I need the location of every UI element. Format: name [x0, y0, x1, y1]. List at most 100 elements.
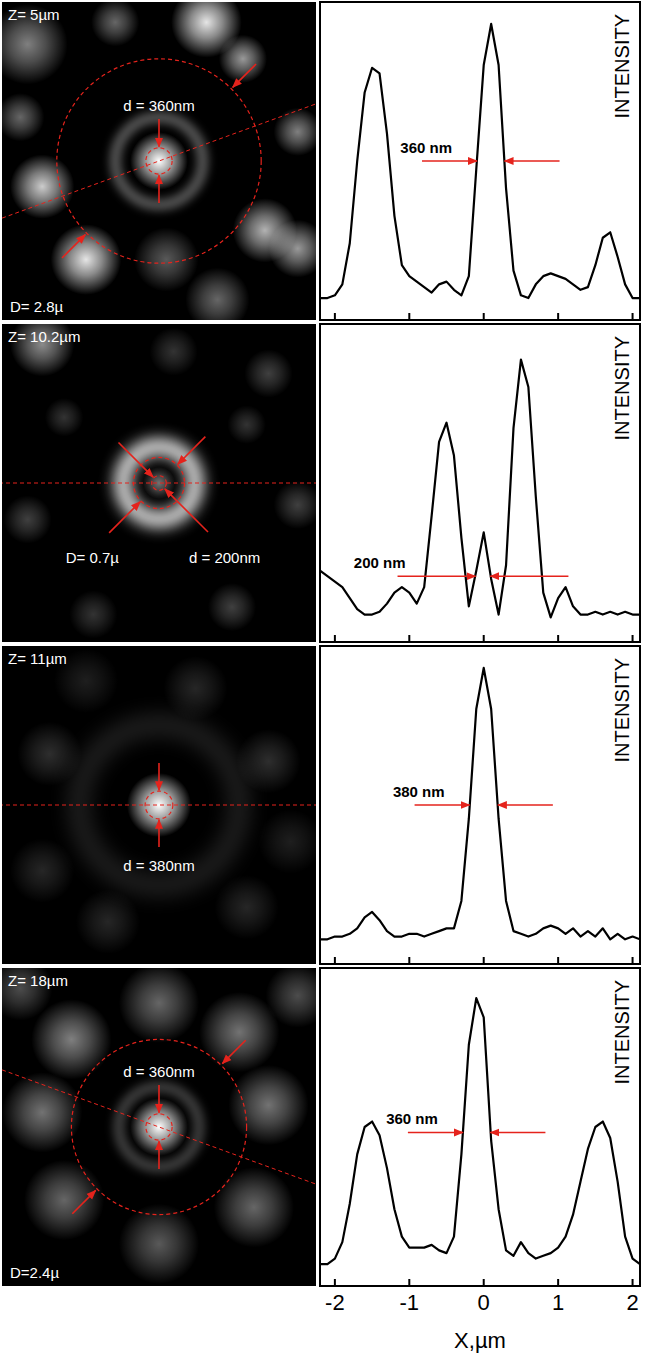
- chart: INTENSITY 380 nm: [320, 646, 640, 964]
- spot: [2, 4, 68, 84]
- x-tick-label: 1: [552, 1290, 564, 1315]
- arrow: [498, 804, 553, 806]
- spot: [228, 1065, 308, 1145]
- marks: [320, 360, 640, 618]
- x-tick: [483, 957, 485, 964]
- x-tick: [557, 1279, 559, 1286]
- image-content: [2, 968, 316, 1286]
- chart: INTENSITY200 nm: [320, 324, 640, 642]
- marks: [320, 668, 640, 939]
- spot: [150, 328, 198, 376]
- cut-line: [2, 483, 316, 484]
- image-label: D= 2.8µ: [10, 298, 64, 315]
- spot: [236, 729, 300, 793]
- spot: [51, 224, 122, 295]
- spot: [76, 890, 140, 954]
- arrow: [158, 1141, 160, 1169]
- spot: [227, 405, 266, 444]
- image-content: [2, 2, 316, 320]
- image-label: D=2.4µ: [10, 1264, 59, 1281]
- spot: [266, 968, 316, 1028]
- figure: d = 360nmD= 2.8µZ= 5µmD= 0.7µd = 200nmZ=…: [0, 0, 647, 1369]
- spot: [214, 875, 278, 939]
- arrow: [398, 575, 476, 577]
- arrow: [422, 160, 477, 162]
- fwhm-label: 200 nm: [354, 554, 406, 571]
- measure-circle: [146, 1114, 172, 1140]
- x-tick: [483, 635, 485, 642]
- x-tick: [408, 957, 410, 964]
- arrow: [158, 1085, 160, 1113]
- plot-frame: [320, 646, 640, 964]
- spot: [269, 220, 316, 278]
- cut-line: [2, 1024, 316, 1229]
- plot-frame: [320, 324, 640, 642]
- arrow: [158, 763, 160, 790]
- spot: [185, 268, 249, 320]
- x-tick: [408, 635, 410, 642]
- arrow: [233, 64, 256, 87]
- chart: INTENSITY 360 nm: [320, 2, 640, 320]
- spot: [24, 1160, 104, 1240]
- y-axis-title: INTENSITY: [611, 980, 633, 1084]
- x-tick: [334, 635, 336, 642]
- x-tick-label: 2: [626, 1290, 638, 1315]
- profile-line: [320, 668, 640, 939]
- arrow: [178, 437, 206, 465]
- cut-line: [2, 58, 316, 263]
- x-tick: [483, 313, 485, 320]
- marks: [320, 24, 640, 298]
- image-label: Z= 18µm: [8, 972, 68, 989]
- image-label: d = 360nm: [123, 97, 194, 114]
- x-tick: [334, 313, 336, 320]
- y-axis-title: INTENSITY: [611, 658, 633, 762]
- image-label: D= 0.7µ: [66, 549, 120, 566]
- spot: [119, 968, 199, 1043]
- profile-line: [320, 24, 640, 298]
- spot: [274, 481, 316, 529]
- fwhm-label: 360 nm: [400, 139, 452, 156]
- spot: [10, 839, 74, 903]
- arrow: [165, 489, 208, 532]
- profile-line: [320, 360, 640, 618]
- y-axis-title: INTENSITY: [611, 14, 633, 118]
- x-tick: [632, 957, 634, 964]
- x-tick: [632, 635, 634, 642]
- fwhm-label: 360 nm: [386, 1110, 438, 1127]
- cut-line: [2, 805, 316, 806]
- spot: [91, 2, 139, 46]
- ring: [115, 117, 203, 205]
- image-label: d = 380nm: [123, 857, 194, 874]
- x-tick: [557, 313, 559, 320]
- spot: [31, 999, 111, 1079]
- image-content: [2, 646, 316, 964]
- spot: [45, 398, 84, 437]
- image-label: d = 360nm: [123, 1063, 194, 1080]
- x-tick-label: -1: [400, 1290, 420, 1315]
- x-tick-label: 0: [478, 1290, 490, 1315]
- image-content: [2, 324, 316, 642]
- spot: [69, 590, 117, 638]
- arrow: [118, 442, 153, 477]
- profile-line: [320, 998, 640, 1264]
- x-tick: [483, 1279, 485, 1286]
- image-label: Z= 5µm: [8, 6, 60, 23]
- spot: [244, 349, 292, 397]
- image-label: Z= 10.2µm: [8, 328, 80, 345]
- fwhm-label: 380 nm: [393, 783, 445, 800]
- spot: [2, 93, 44, 141]
- x-tick: [557, 957, 559, 964]
- measure-circle: [146, 148, 172, 174]
- x-tick: [334, 957, 336, 964]
- arrow: [72, 1190, 95, 1213]
- x-tick: [632, 313, 634, 320]
- plot-frame: [320, 2, 640, 320]
- spot: [4, 495, 52, 543]
- spot: [17, 722, 81, 786]
- spot: [274, 108, 316, 156]
- arrow: [109, 502, 140, 533]
- x-tick: [334, 1279, 336, 1286]
- measure-circle: [57, 59, 261, 263]
- spot: [134, 227, 198, 291]
- spot: [219, 35, 267, 83]
